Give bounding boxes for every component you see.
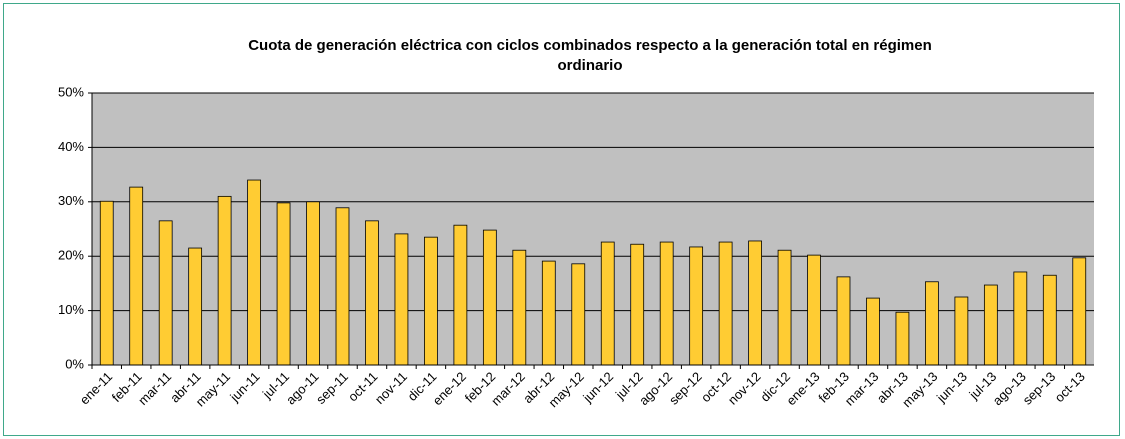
bar: [188, 247, 203, 366]
bar: [512, 249, 527, 366]
x-tick-label: ene-13: [783, 369, 822, 408]
bar: [276, 202, 291, 366]
y-tick-label: 30%: [58, 193, 84, 208]
x-tick-label: jun-12: [579, 369, 616, 406]
x-tick-label: mar-11: [135, 369, 174, 408]
bar: [895, 311, 910, 366]
bar: [453, 224, 468, 366]
bar: [983, 284, 998, 366]
bar: [217, 195, 232, 366]
chart-frame: [3, 3, 1120, 436]
bar: [247, 179, 261, 366]
x-tick-label: nov-12: [725, 369, 764, 408]
y-tick-label: 50%: [58, 84, 84, 99]
x-tick-label: oct-13: [1052, 369, 1088, 405]
bar: [630, 243, 645, 366]
x-tick-label: jun-13: [933, 369, 970, 406]
bar: [158, 220, 173, 366]
y-tick-label: 40%: [58, 139, 84, 154]
bar: [571, 263, 586, 366]
bar: [365, 220, 379, 366]
bar: [659, 241, 674, 366]
bar: [1072, 257, 1087, 366]
chart-title: Cuota de generación eléctrica con ciclos…: [248, 37, 932, 74]
x-tick-label: ago-13: [990, 369, 1029, 408]
y-tick-label: 10%: [58, 302, 84, 317]
bar: [718, 241, 733, 366]
bar: [954, 296, 969, 366]
y-tick-label: 20%: [58, 248, 84, 263]
bar: [925, 281, 939, 366]
bar: [807, 254, 821, 366]
x-tick-label: nov-11: [372, 369, 410, 407]
bar: [1042, 274, 1057, 366]
bar: [600, 241, 615, 366]
bar: [394, 233, 409, 366]
bar: [689, 246, 704, 366]
x-tick-label: ago-11: [283, 369, 322, 408]
bar: [424, 236, 438, 366]
bar: [748, 240, 762, 366]
x-tick-label: sep-12: [666, 369, 705, 408]
x-tick-label: ene-12: [430, 369, 469, 408]
bar: [99, 200, 114, 366]
bar: [482, 229, 497, 366]
bar: [777, 249, 792, 366]
bar: [1013, 271, 1028, 366]
bar: [335, 207, 350, 366]
x-tick-label: sep-13: [1020, 369, 1059, 408]
x-tick-label: mar-13: [842, 369, 882, 409]
x-tick-label: ago-12: [636, 369, 675, 408]
bar: [866, 297, 880, 366]
plot-area: [92, 93, 1094, 365]
bar: [306, 201, 320, 366]
x-tick-label: mar-12: [488, 369, 528, 409]
bar: [129, 186, 144, 366]
x-tick-label: sep-11: [313, 369, 351, 407]
bar: [541, 260, 556, 366]
x-tick-label: ene-11: [77, 369, 116, 408]
bar: [836, 276, 851, 366]
y-tick-label: 0%: [65, 356, 84, 371]
x-tick-label: jun-11: [226, 369, 262, 405]
